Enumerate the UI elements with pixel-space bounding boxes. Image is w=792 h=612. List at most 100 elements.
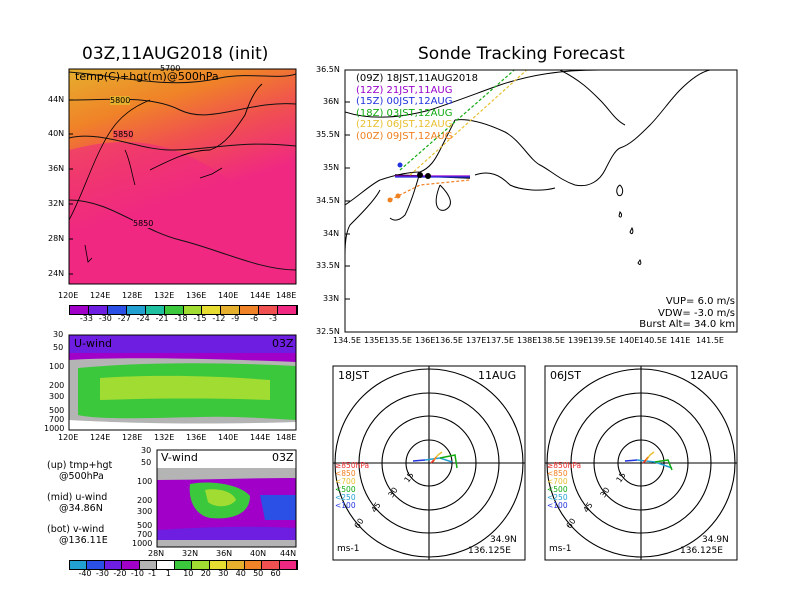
pressure-legend-item: <850 (335, 469, 356, 478)
lon-tick-label: 135E (364, 336, 385, 345)
colorbar-swatch (174, 561, 193, 569)
colorbar-label: -15 (193, 314, 207, 323)
colorbar-label: 1 (165, 569, 171, 578)
lat-tick-label: 34.5N (316, 196, 340, 205)
colorbar-swatch (262, 561, 280, 569)
colorbar-swatch (279, 561, 298, 569)
legend-item: (21Z) 06JST,12AUG (356, 119, 453, 130)
colorbar-swatch (164, 306, 184, 314)
temp-colorbar-labels: -33 -30 -27 -24 -21 -18 -15 -12 -9 -6 -3 (69, 314, 296, 324)
sonde-map-title: Sonde Tracking Forecast (418, 44, 625, 64)
lon-tick-label: 141E (670, 336, 691, 345)
hodo-left-unit: ms-1 (337, 544, 360, 554)
contour-label: 5700 (160, 64, 181, 73)
colorbar-label: -10 (130, 569, 144, 578)
temp-map-subtitle: temp(C)+hgt(m)@500hPa (75, 70, 219, 83)
lat-tick-label: 35.5N (316, 130, 340, 139)
param-vup: VUP= 6.0 m/s (665, 296, 735, 307)
lon-tick-label: 120E (58, 433, 79, 442)
contour-label: 5850 (113, 130, 134, 139)
pressure-tick-label: 700 (49, 415, 65, 424)
pressure-legend-item: <500 (335, 485, 356, 494)
colorbar-label: -40 (78, 569, 92, 578)
pressure-legend-item: ≥850hPa (335, 461, 370, 470)
hodo-left-time: 18JST (338, 369, 369, 382)
colorbar-label: -9 (231, 314, 240, 323)
colorbar-label: -18 (174, 314, 188, 323)
contour-label: 5850 (133, 219, 154, 228)
pressure-legend-item: <700 (335, 477, 356, 486)
pressure-tick-label: 200 (137, 496, 153, 505)
colorbar-label: -6 (250, 314, 259, 323)
colorbar-swatch (107, 306, 127, 314)
vwind-label: V-wind (161, 451, 198, 464)
colorbar-swatch (183, 306, 203, 314)
temp-map-title: 03Z,11AUG2018 (init) (82, 44, 269, 64)
note-line: (bot) v-wind (47, 524, 105, 535)
lon-tick-label: 136E (186, 433, 207, 442)
lat-tick-label: 28N (148, 549, 165, 558)
colorbar-swatch (221, 306, 241, 314)
lat-tick-label: 32N (182, 549, 199, 558)
vwind-time: 03Z (272, 451, 294, 464)
colorbar-label: 50 (253, 569, 264, 578)
pressure-tick-label: 500 (49, 406, 65, 415)
pressure-tick-label: 30 (53, 330, 64, 339)
lon-tick-label: 148E (276, 433, 297, 442)
lon-tick-label: 124E (90, 433, 111, 442)
note-up: (up) tmp+hgt @500hPa (47, 460, 112, 482)
pressure-tick-label: 200 (49, 381, 65, 390)
lon-tick-label: 136E (415, 336, 436, 345)
pressure-legend-item: ≥850hPa (547, 461, 582, 470)
lon-tick-label: 138E (517, 336, 538, 345)
colorbar-swatch (244, 561, 263, 569)
colorbar-label: -3 (269, 314, 278, 323)
lon-tick-label: 134.5E (333, 336, 361, 345)
pressure-tick-label: 1000 (132, 539, 153, 548)
lat-tick-label: 36N (323, 97, 340, 106)
param-vdw: VDW= -3.0 m/s (658, 307, 735, 319)
lat-tick-label: 33N (323, 294, 340, 303)
hodo-left-date: 11AUG (478, 369, 517, 382)
pressure-tick-label: 300 (137, 507, 153, 516)
uwind-time: 03Z (272, 337, 294, 350)
colorbar-swatch (139, 561, 158, 569)
colorbar-swatch (227, 561, 245, 569)
colorbar-swatch (259, 306, 279, 314)
lon-tick-label: 148E (276, 291, 297, 300)
pressure-tick-label: 100 (49, 362, 65, 371)
lat-tick-label: 36N (48, 164, 65, 173)
sonde-legend: (09Z) 18JST,11AUG2018 (12Z) 21JST,11AUG … (356, 73, 478, 142)
lon-tick-label: 132E (154, 291, 175, 300)
lat-tick-label: 40N (250, 549, 267, 558)
lon-tick-label: 140E (619, 336, 640, 345)
lat-tick-label: 32N (48, 199, 65, 208)
lat-tick-label: 32.5N (316, 327, 340, 336)
hodo-right-pressure-legend: ≥850hPa <850 <700 <500 <250 <100 (547, 462, 581, 510)
hodo-right-unit: ms-1 (549, 544, 572, 554)
colorbar-swatch (278, 306, 298, 314)
pressure-legend-item: <850 (547, 469, 568, 478)
colorbar-swatch (70, 561, 88, 569)
colorbar-swatch (209, 561, 228, 569)
colorbar-swatch (192, 561, 210, 569)
lat-tick-label: 36.5N (316, 65, 340, 74)
colorbar-label: -33 (79, 314, 93, 323)
pressure-tick-label: 100 (137, 477, 153, 486)
lon-tick-label: 137.5E (486, 336, 514, 345)
colorbar-label: -30 (95, 569, 109, 578)
note-line: @34.86N (59, 503, 103, 514)
lat-tick-label: 40N (48, 129, 65, 138)
colorbar-label: 10 (183, 569, 194, 578)
pressure-tick-label: 50 (53, 343, 64, 352)
colorbar-swatch (202, 306, 222, 314)
hodo-left-pressure-legend: ≥850hPa <850 <700 <500 <250 <100 (335, 462, 369, 510)
lon-tick-label: 128E (122, 433, 143, 442)
contour-label: 5800 (110, 96, 131, 105)
lat-tick-label: 33.5N (316, 261, 340, 270)
lat-tick-label: 44N (48, 95, 65, 104)
